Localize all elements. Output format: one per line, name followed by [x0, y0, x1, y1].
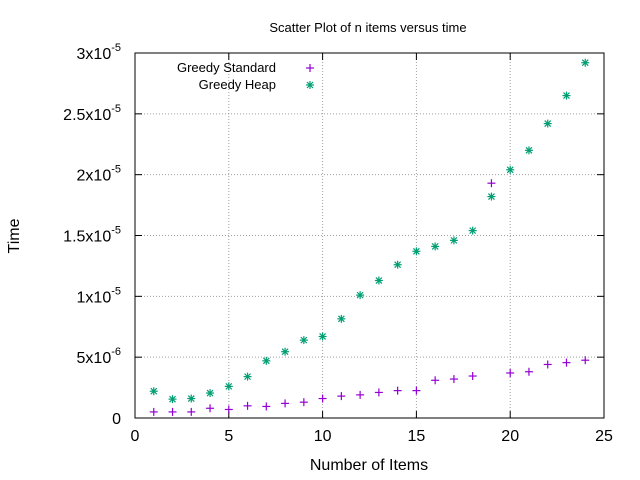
chart-title: Scatter Plot of n items versus time — [269, 20, 466, 35]
y-tick-label: 5x10-6 — [77, 346, 121, 367]
greedy-heap-point — [262, 356, 271, 365]
greedy-standard-point — [168, 407, 177, 416]
greedy-standard-point — [149, 407, 158, 416]
greedy-heap-point — [468, 226, 477, 235]
y-tick-exponent: -5 — [111, 225, 121, 237]
greedy-heap-point — [506, 165, 515, 174]
x-axis-label: Number of Items — [310, 457, 428, 474]
x-tick-label: 10 — [314, 428, 332, 445]
greedy-standard-point — [449, 375, 458, 384]
greedy-heap-point — [187, 394, 196, 403]
greedy-heap-point — [412, 247, 421, 256]
greedy-heap-point — [281, 347, 290, 356]
y-tick-label: 1.5x10-5 — [63, 225, 121, 246]
greedy-standard-point — [393, 386, 402, 395]
y-tick-label: 1x10-5 — [77, 285, 121, 306]
greedy-heap-point — [299, 336, 308, 345]
y-tick-label: 2x10-5 — [77, 164, 121, 185]
x-tick-label: 25 — [595, 428, 613, 445]
legend-label: Greedy Standard — [177, 60, 276, 75]
greedy-heap-point — [318, 332, 327, 341]
y-tick-label: 3x10-5 — [77, 42, 121, 63]
y-tick-mantissa: 2x10 — [77, 168, 112, 185]
data-points — [149, 58, 590, 416]
greedy-standard-point — [262, 402, 271, 411]
greedy-heap-point — [356, 291, 365, 300]
greedy-standard-point — [356, 390, 365, 399]
greedy-heap-point — [337, 314, 346, 323]
greedy-heap-point — [206, 389, 215, 398]
greedy-standard-point — [318, 394, 327, 403]
grid-lines — [135, 53, 604, 418]
legend-marker — [306, 64, 314, 72]
y-tick-exponent: -6 — [111, 346, 121, 358]
greedy-standard-point — [581, 356, 590, 365]
y-tick-mantissa: 1.5x10 — [63, 229, 111, 246]
greedy-standard-point — [468, 372, 477, 381]
greedy-standard-point — [431, 376, 440, 385]
y-tick-exponent: -5 — [111, 164, 121, 176]
y-tick-exponent: -5 — [111, 103, 121, 115]
y-tick-exponent: -5 — [111, 42, 121, 54]
greedy-heap-point — [449, 236, 458, 245]
legend-label: Greedy Heap — [199, 77, 276, 92]
greedy-standard-point — [506, 368, 515, 377]
y-axis-label: Time — [6, 218, 23, 253]
y-tick-mantissa: 2.5x10 — [63, 107, 111, 124]
greedy-heap-point — [524, 146, 533, 155]
x-tick-label: 15 — [408, 428, 426, 445]
greedy-standard-point — [281, 399, 290, 408]
greedy-heap-point — [149, 387, 158, 396]
greedy-heap-point — [581, 58, 590, 67]
greedy-standard-point — [543, 360, 552, 369]
y-tick-label: 0 — [112, 411, 121, 428]
y-tick-exponent: -5 — [111, 285, 121, 297]
axis-ticks: 0 5 10 15 20 2505x10-61x10-51.5x10-52x10-52.5… — [63, 42, 613, 445]
greedy-heap-point — [374, 276, 383, 285]
greedy-heap-point — [543, 119, 552, 128]
greedy-heap-point — [393, 260, 402, 269]
y-tick-mantissa: 3x10 — [77, 46, 112, 63]
greedy-heap-point — [431, 242, 440, 251]
greedy-standard-point — [299, 398, 308, 407]
greedy-standard-point — [224, 405, 233, 414]
y-tick-label: 2.5x10-5 — [63, 103, 121, 124]
x-tick-label: 20 — [501, 428, 519, 445]
greedy-standard-point — [206, 404, 215, 413]
greedy-heap-point — [168, 395, 177, 404]
greedy-heap-point — [243, 372, 252, 381]
y-tick-mantissa: 5x10 — [77, 350, 112, 367]
greedy-standard-point — [187, 407, 196, 416]
y-tick-mantissa: 1x10 — [77, 289, 112, 306]
greedy-heap-point — [487, 192, 496, 201]
greedy-standard-point — [562, 358, 571, 367]
legend-marker — [306, 81, 314, 89]
greedy-standard-point — [412, 386, 421, 395]
x-tick-label: 5 — [224, 428, 233, 445]
greedy-heap-point — [562, 91, 571, 100]
x-tick-label: 0 — [131, 428, 140, 445]
greedy-standard-point — [243, 401, 252, 410]
greedy-heap-point — [224, 382, 233, 391]
greedy-standard-point — [487, 179, 496, 188]
greedy-standard-point — [337, 392, 346, 401]
legend: Greedy Standard Greedy Heap — [177, 60, 314, 92]
greedy-standard-point — [524, 367, 533, 376]
greedy-standard-point — [374, 388, 383, 397]
